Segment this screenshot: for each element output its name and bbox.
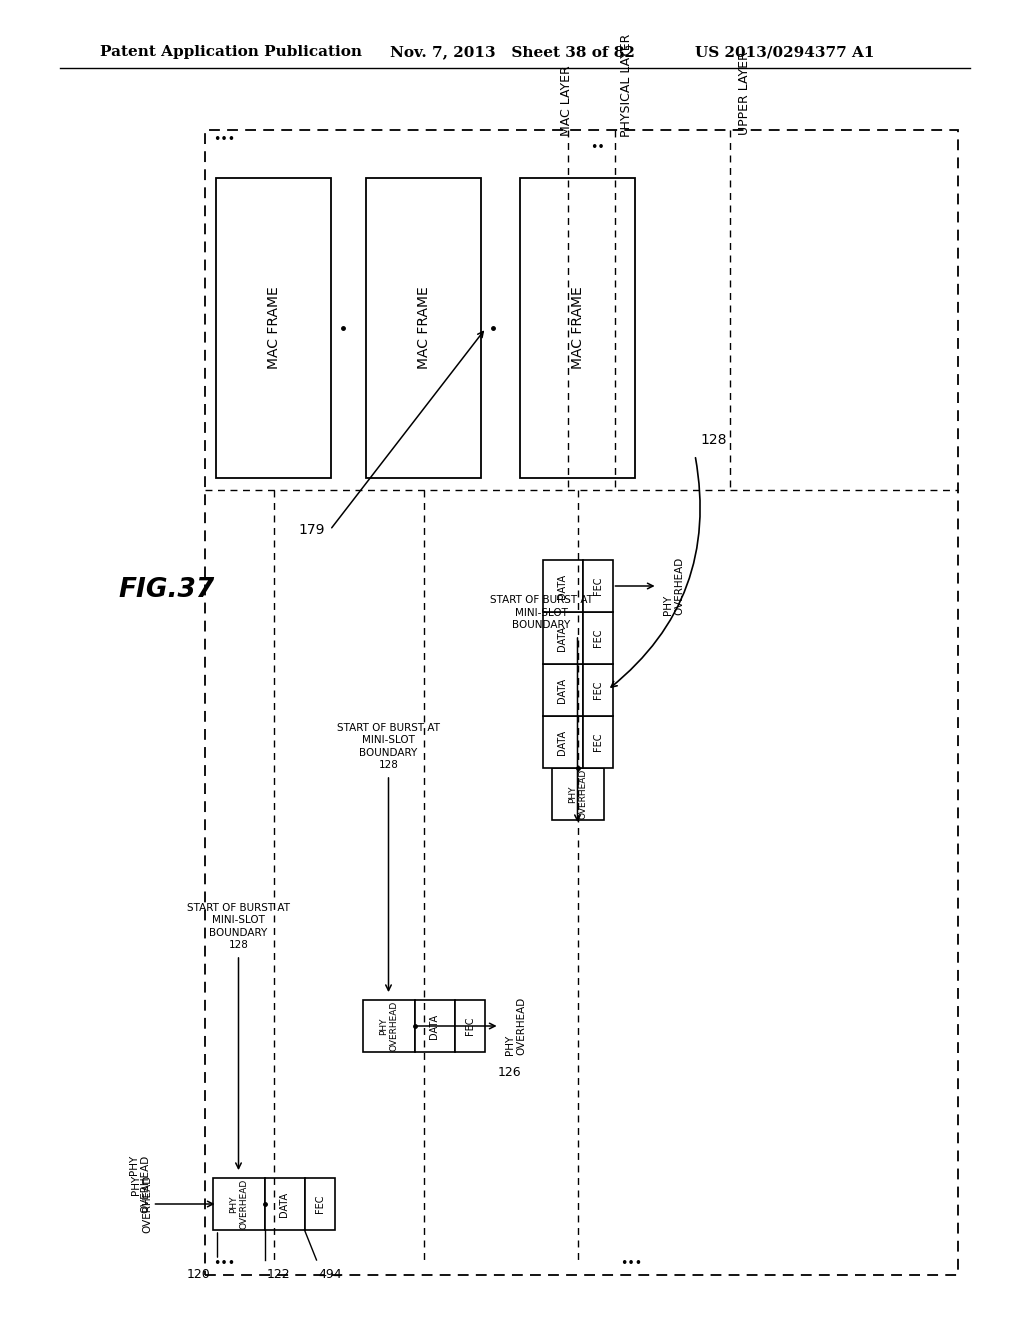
Text: PHY
OVERHEAD: PHY OVERHEAD bbox=[567, 768, 587, 820]
Text: PHY
OVERHEAD: PHY OVERHEAD bbox=[663, 557, 684, 615]
Text: ••: •• bbox=[591, 141, 605, 154]
Text: START OF BURST AT
MINI-SLOT
BOUNDARY
128: START OF BURST AT MINI-SLOT BOUNDARY 128 bbox=[187, 903, 290, 950]
Text: •••: ••• bbox=[213, 1257, 236, 1270]
Text: PHY
OVERHEAD: PHY OVERHEAD bbox=[505, 997, 526, 1055]
Text: PHY
OVERHEAD: PHY OVERHEAD bbox=[131, 1175, 153, 1233]
Text: PHY
OVERHEAD: PHY OVERHEAD bbox=[228, 1179, 248, 1229]
Bar bbox=[583, 612, 612, 664]
Text: DATA: DATA bbox=[429, 1014, 439, 1039]
Text: PHY
OVERHEAD: PHY OVERHEAD bbox=[379, 1001, 398, 1051]
Bar bbox=[583, 715, 612, 768]
Text: Patent Application Publication: Patent Application Publication bbox=[100, 45, 362, 59]
Text: DATA: DATA bbox=[557, 677, 567, 702]
Bar bbox=[543, 612, 583, 664]
Text: MAC FRAME: MAC FRAME bbox=[570, 286, 585, 370]
Text: •••: ••• bbox=[620, 1257, 642, 1270]
Bar bbox=[583, 664, 612, 715]
Text: •••: ••• bbox=[213, 133, 236, 147]
Bar bbox=[543, 664, 583, 715]
Bar bbox=[520, 178, 635, 478]
Bar bbox=[362, 1001, 415, 1052]
Text: MAC FRAME: MAC FRAME bbox=[417, 286, 430, 370]
Text: FEC: FEC bbox=[593, 681, 602, 700]
Bar bbox=[264, 1177, 304, 1230]
Bar bbox=[583, 560, 612, 612]
Text: PHY
OVERHEAD: PHY OVERHEAD bbox=[129, 1155, 151, 1213]
Text: Nov. 7, 2013   Sheet 38 of 82: Nov. 7, 2013 Sheet 38 of 82 bbox=[390, 45, 635, 59]
Text: MAC LAYER: MAC LAYER bbox=[559, 65, 572, 136]
Bar bbox=[455, 1001, 484, 1052]
Text: UPPER LAYER: UPPER LAYER bbox=[738, 51, 752, 135]
Text: 120: 120 bbox=[186, 1269, 211, 1282]
Text: DATA: DATA bbox=[557, 626, 567, 651]
Text: DATA: DATA bbox=[557, 573, 567, 598]
Bar bbox=[213, 1177, 264, 1230]
Bar bbox=[304, 1177, 335, 1230]
Text: FEC: FEC bbox=[593, 733, 602, 751]
Text: 122: 122 bbox=[266, 1269, 290, 1282]
Text: US 2013/0294377 A1: US 2013/0294377 A1 bbox=[695, 45, 874, 59]
Text: MAC FRAME: MAC FRAME bbox=[266, 286, 281, 370]
Bar bbox=[205, 129, 958, 1275]
Text: 126: 126 bbox=[498, 1065, 521, 1078]
Bar bbox=[415, 1001, 455, 1052]
Text: 128: 128 bbox=[700, 433, 726, 447]
Text: FIG.37: FIG.37 bbox=[118, 577, 214, 603]
Text: FEC: FEC bbox=[593, 628, 602, 647]
Bar bbox=[552, 768, 603, 820]
Text: DATA: DATA bbox=[557, 730, 567, 755]
Bar bbox=[543, 560, 583, 612]
Text: DATA: DATA bbox=[280, 1192, 290, 1217]
Text: FEC: FEC bbox=[314, 1195, 325, 1213]
Bar bbox=[543, 715, 583, 768]
Text: PHYSICAL LAYER: PHYSICAL LAYER bbox=[621, 33, 634, 137]
Text: START OF BURST AT
MINI-SLOT
BOUNDARY
128: START OF BURST AT MINI-SLOT BOUNDARY 128 bbox=[337, 723, 440, 770]
Text: FEC: FEC bbox=[593, 577, 602, 595]
Text: 179: 179 bbox=[299, 523, 325, 537]
Text: FEC: FEC bbox=[465, 1016, 474, 1035]
Text: START OF BURST AT
MINI-SLOT
BOUNDARY: START OF BURST AT MINI-SLOT BOUNDARY bbox=[490, 595, 593, 630]
Text: 494: 494 bbox=[318, 1269, 342, 1282]
Bar bbox=[216, 178, 331, 478]
Bar bbox=[366, 178, 481, 478]
